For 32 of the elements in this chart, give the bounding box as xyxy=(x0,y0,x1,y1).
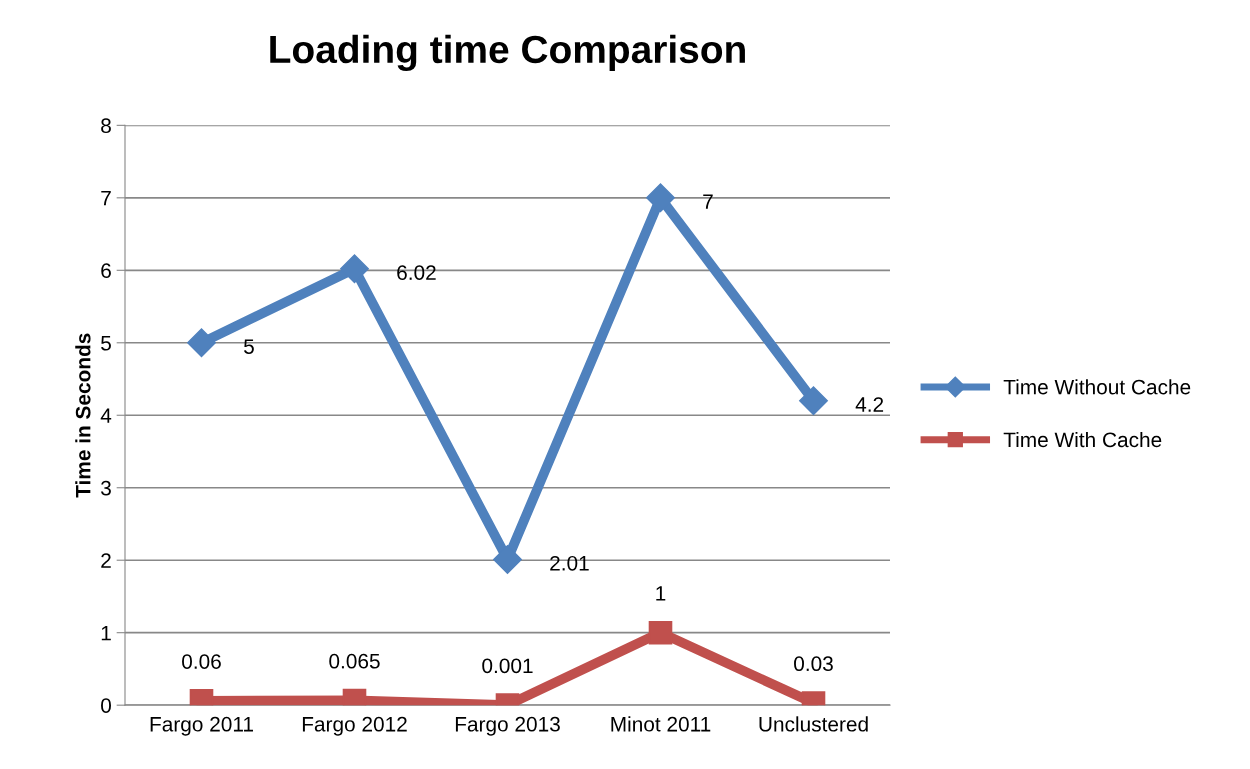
data-label: 0.03 xyxy=(794,656,833,672)
y-tick-label: 4 xyxy=(100,408,112,423)
data-label: 0.06 xyxy=(182,654,221,669)
data-label: 0.001 xyxy=(482,658,533,674)
y-tick-label: 2 xyxy=(101,553,111,568)
x-tick-label: Fargo 2012 xyxy=(302,716,407,736)
x-tick-label: Fargo 2013 xyxy=(455,716,560,736)
data-label: 0.065 xyxy=(329,653,380,669)
y-tick-label: 0 xyxy=(101,698,111,713)
x-tick-label: Unclustered xyxy=(759,716,868,732)
point xyxy=(340,254,369,284)
y-tick-label: 3 xyxy=(101,480,111,496)
point xyxy=(187,328,216,358)
x-tick-label: Fargo 2011 xyxy=(150,716,253,736)
y-tick-label: 6 xyxy=(101,263,111,279)
data-label: 4.2 xyxy=(855,397,884,412)
data-label: 2.01 xyxy=(550,555,589,571)
data-label: 7 xyxy=(703,194,713,209)
x-tick-label: Minot 2011 xyxy=(611,716,711,732)
data-label: 6.02 xyxy=(397,265,436,280)
point xyxy=(799,386,828,416)
y-axis-title: Time in Seconds xyxy=(75,333,91,498)
y-tick-label: 7 xyxy=(101,191,111,206)
y-tick-label: 1 xyxy=(101,625,111,641)
point xyxy=(646,183,675,213)
legend-label: Time With Cache xyxy=(1003,431,1162,448)
chart-title: Loading time Comparison xyxy=(270,34,745,72)
data-label: 1 xyxy=(656,586,666,601)
y-tick-label: 8 xyxy=(101,118,111,134)
legend-label: Time Without Cache xyxy=(1003,379,1191,395)
y-tick-label: 5 xyxy=(101,336,111,351)
data-label: 5 xyxy=(244,339,254,354)
